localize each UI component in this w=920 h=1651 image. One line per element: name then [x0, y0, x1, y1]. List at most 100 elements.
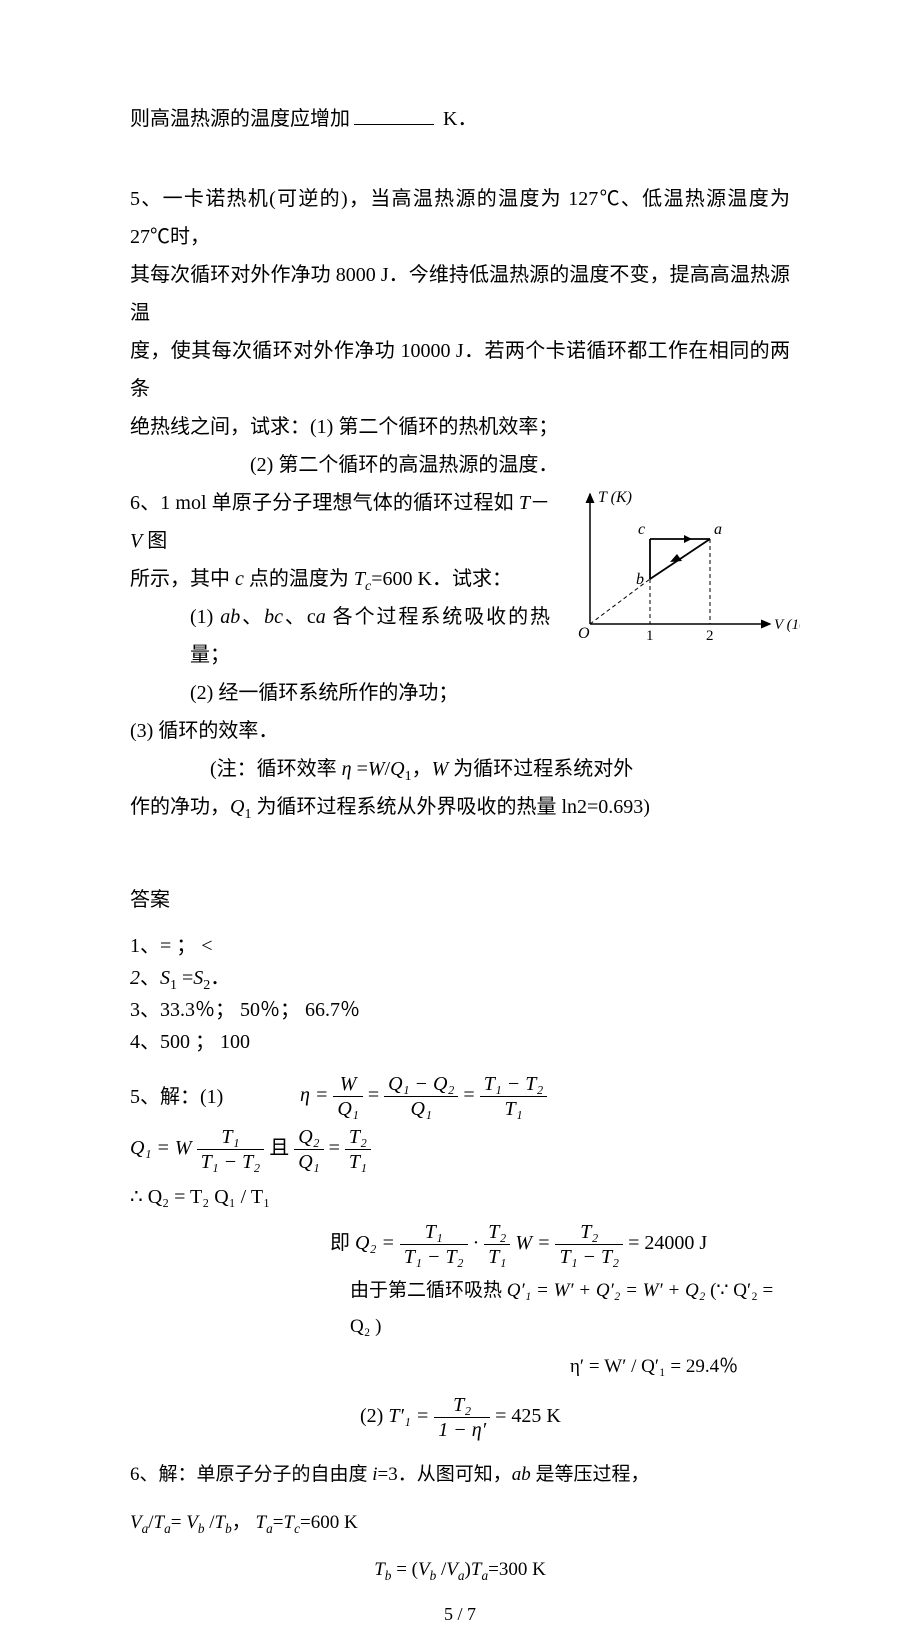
t: / — [436, 1559, 446, 1580]
q4-text-unit: K． — [438, 108, 477, 130]
sol6-line2: Va/Ta= Vb /Tb， Ta=Tc=600 K — [130, 1509, 790, 1538]
tick-2: 2 — [706, 628, 714, 644]
t: S — [160, 967, 170, 989]
t: = — [171, 1512, 186, 1533]
x-axis-label: V (10−3m3) — [774, 616, 800, 634]
t: T₂ — [345, 1125, 371, 1150]
t: T — [284, 1512, 295, 1533]
t: · — [473, 1232, 485, 1254]
t: = ( — [391, 1559, 418, 1580]
t: 、 — [240, 606, 264, 628]
answer-1: 1、= ； < — [130, 930, 790, 962]
t: Q₁ = W — [130, 1137, 192, 1159]
t: 作的净功， — [130, 796, 230, 818]
t: V — [130, 530, 142, 552]
t: 1 — [170, 978, 177, 993]
t: W = — [515, 1232, 555, 1254]
origin-label: O — [578, 625, 590, 642]
t: Q₁ — [384, 1097, 458, 1121]
t: T — [256, 1512, 267, 1533]
sol5-q1-eq: Q₁ = W T₁T₁ − T₂ 且 Q₂Q₁ = T₂T₁ — [130, 1125, 790, 1174]
t: T₂ — [434, 1393, 490, 1418]
t: =300 K — [488, 1559, 546, 1580]
t: W — [333, 1072, 362, 1097]
t: ab — [512, 1464, 531, 1485]
t: V — [130, 1512, 142, 1533]
t: 是等压过程， — [531, 1464, 650, 1485]
t: T₁ − T₂ — [400, 1245, 468, 1269]
sol6-line3: Tb = (Vb /Va)Ta=300 K — [130, 1556, 790, 1585]
t: a — [481, 1568, 488, 1583]
t: 为循环过程系统对外 — [448, 758, 633, 780]
t: Q₁ — [294, 1150, 323, 1174]
sol5-part2: (2) T′₁ = T₂1 − η′ = 425 K — [130, 1393, 790, 1442]
solution-5: 5、解：(1) η = WQ₁ = Q₁ − Q₂Q₁ = T₁ − T₂T₁ … — [130, 1072, 790, 1442]
t: V — [186, 1512, 198, 1533]
sol5-second-cycle: 由于第二循环吸热 Q′₁ = W′ + Q′₂ = W′ + Q₂ (∵ Q′₂… — [130, 1273, 790, 1345]
t: 即 — [330, 1232, 355, 1254]
answers-block: 答案 1、= ； < 2、S1 =S2． 3、33.3％； 50％； 66.7％… — [130, 884, 790, 1058]
t: a — [142, 1521, 149, 1536]
t: T₁ − T₂ — [480, 1072, 548, 1097]
t: η — [342, 758, 352, 780]
t: T₁ − T₂ — [197, 1150, 265, 1174]
t: / — [205, 1512, 215, 1533]
t: T₂ — [484, 1220, 510, 1245]
t: S — [193, 967, 203, 989]
t: ， — [412, 758, 432, 780]
answer-4: 4、500 ； 100 — [130, 1026, 790, 1058]
q5-line1: 5、一卡诺热机(可逆的)，当高温热源的温度为 127℃、低温热源温度为 27℃时… — [130, 180, 790, 256]
t: T — [374, 1559, 385, 1580]
t: b — [225, 1521, 232, 1536]
t: =3．从图可知， — [378, 1464, 512, 1485]
t: 、 — [140, 967, 160, 989]
t: T₂ — [555, 1220, 623, 1245]
t: = 425 K — [495, 1405, 561, 1427]
t: 2 — [130, 967, 140, 989]
t: = — [177, 967, 193, 989]
t: 1 — [405, 769, 412, 784]
t: ab — [220, 606, 240, 628]
t: 点的温度为 — [244, 568, 354, 590]
sol5-eta-prime: η′ = W′ / Q′₁ = 29.4％ — [130, 1349, 790, 1385]
t: T′₁ = — [388, 1405, 434, 1427]
q5-line5: (2) 第二个循环的高温热源的温度． — [130, 446, 790, 484]
sol5-therefore: ∴ Q₂ = T₂ Q₁ / T₁ — [130, 1178, 790, 1216]
q6-sub2: (2) 经一循环系统所作的净功； — [130, 674, 790, 712]
t: Q₁ — [333, 1097, 362, 1121]
t: Q₂ = — [355, 1232, 400, 1254]
t: b — [430, 1568, 437, 1583]
t: Q — [390, 758, 404, 780]
sol5-lead: 5、解：(1) — [130, 1078, 300, 1116]
t: T — [471, 1559, 482, 1580]
t: ． — [210, 967, 230, 989]
t: 、c — [283, 606, 316, 628]
t: 为循环过程系统从外界吸收的热量 ln2=0.693) — [251, 796, 650, 818]
t: 图 — [142, 530, 167, 552]
t: － — [530, 492, 550, 514]
sol6-line1: 6、解：单原子分子的自由度 i=3．从图可知，ab 是等压过程， — [130, 1461, 790, 1490]
tv-diagram-svg: T (K) V (10−3m3) O 1 2 c a b — [560, 484, 800, 654]
answers-title: 答案 — [130, 884, 790, 916]
t: c — [235, 568, 244, 590]
t: 6、解：单原子分子的自由度 — [130, 1464, 372, 1485]
t: η = — [300, 1084, 328, 1106]
t: = — [329, 1137, 345, 1159]
t: V — [418, 1559, 430, 1580]
t: = — [463, 1084, 479, 1106]
t: W — [368, 758, 385, 780]
t: ， — [232, 1512, 256, 1533]
t: = — [368, 1084, 384, 1106]
y-axis-label: T (K) — [598, 489, 632, 506]
t: (2) — [360, 1405, 388, 1427]
t: T₁ — [480, 1097, 548, 1121]
t: 且 — [269, 1137, 294, 1159]
t: (注：循环效率 — [210, 758, 342, 780]
t: = — [273, 1512, 284, 1533]
t: T — [354, 568, 365, 590]
t: T₁ — [484, 1245, 510, 1269]
t: Q₂ — [294, 1125, 323, 1150]
t: V — [446, 1559, 458, 1580]
t: =600 K．试求： — [371, 568, 512, 590]
t: a — [458, 1568, 465, 1583]
